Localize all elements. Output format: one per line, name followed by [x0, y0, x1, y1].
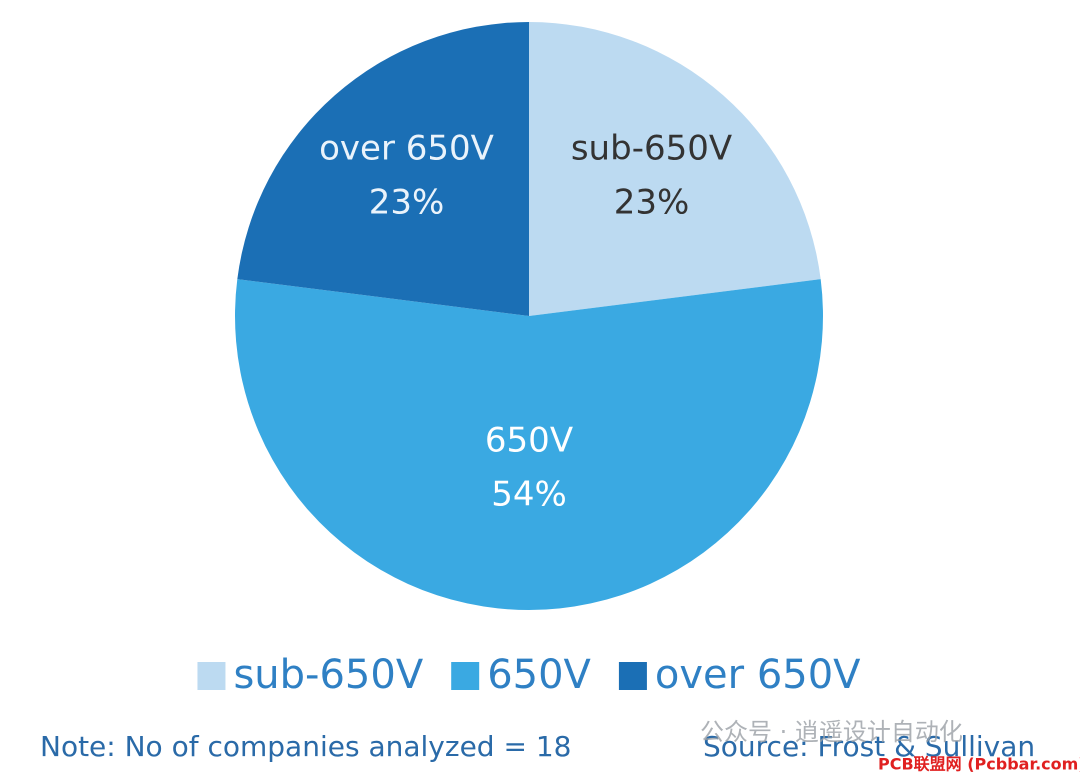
legend-swatch — [451, 662, 480, 690]
slice-value: 23% — [369, 183, 445, 223]
pie-slice — [237, 22, 529, 316]
legend-swatch — [618, 662, 647, 690]
note: Note: No of companies analyzed = 18 — [40, 730, 571, 763]
slice-value: 54% — [491, 474, 567, 514]
legend-label: sub-650V — [233, 652, 423, 698]
slice-name: 650V — [485, 420, 573, 460]
watermark-site: PCB联盟网 (Pcbbar.com) — [878, 755, 1080, 774]
pie-slice — [529, 22, 821, 316]
watermark-wechat: 公众号 · 逍遥设计自动化 — [700, 718, 963, 746]
source: Source: Frost & Sullivan — [703, 730, 1035, 763]
pie-slice — [235, 279, 824, 611]
legend-label: over 650V — [655, 652, 861, 698]
legend-label: 650V — [487, 652, 591, 698]
legend-swatch — [197, 662, 226, 690]
slice-name: sub-650V — [571, 129, 732, 169]
slice-value: 23% — [614, 183, 690, 223]
legend: sub-650V 650V over 650V — [197, 652, 861, 698]
pie: sub-650V 23% 650V 54% over 650V 23% — [235, 22, 824, 611]
slice-name: over 650V — [319, 129, 494, 169]
